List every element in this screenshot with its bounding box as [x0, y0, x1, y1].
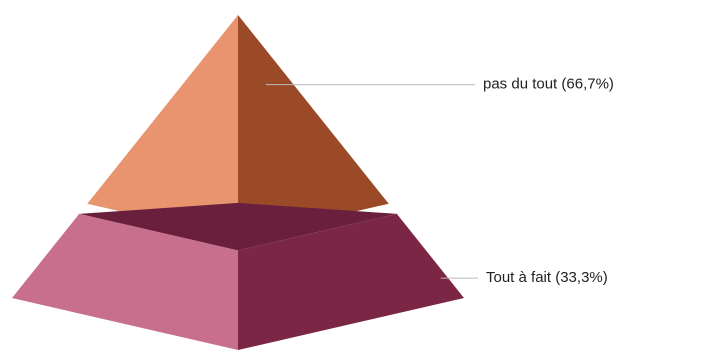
category-label: Tout à fait [486, 269, 552, 286]
data-label: Tout à fait (33,3%) [486, 269, 608, 286]
segment-left-face [87, 15, 239, 239]
pyramid-segment [12, 202, 464, 350]
pyramid-segment [87, 15, 389, 239]
data-label: pas du tout (66,7%) [483, 76, 614, 93]
value-label: (66,7%) [561, 76, 614, 93]
segment-left-face [12, 213, 238, 350]
category-label: pas du tout [483, 76, 558, 93]
segment-top [79, 202, 397, 251]
segment-right-face [238, 213, 464, 350]
value-label: (33,3%) [555, 269, 608, 286]
segment-right-face [238, 15, 389, 239]
